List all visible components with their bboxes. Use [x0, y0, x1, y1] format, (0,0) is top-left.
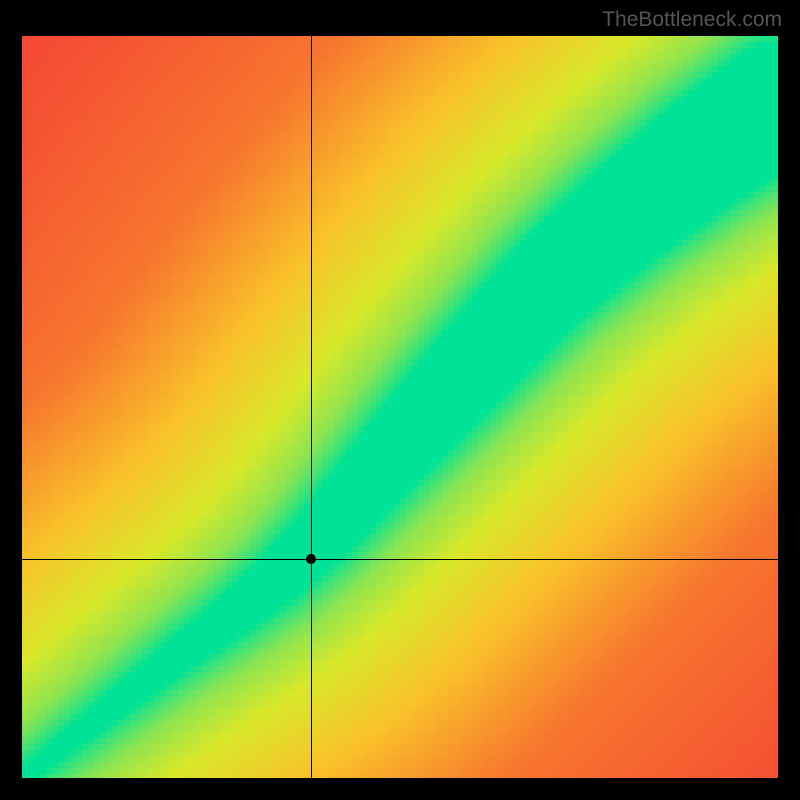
crosshair-horizontal: [22, 559, 778, 560]
crosshair-vertical: [311, 36, 312, 778]
heatmap-plot: [22, 36, 778, 778]
crosshair-marker: [306, 554, 316, 564]
heatmap-canvas: [22, 36, 778, 778]
watermark-text: TheBottleneck.com: [602, 8, 782, 32]
